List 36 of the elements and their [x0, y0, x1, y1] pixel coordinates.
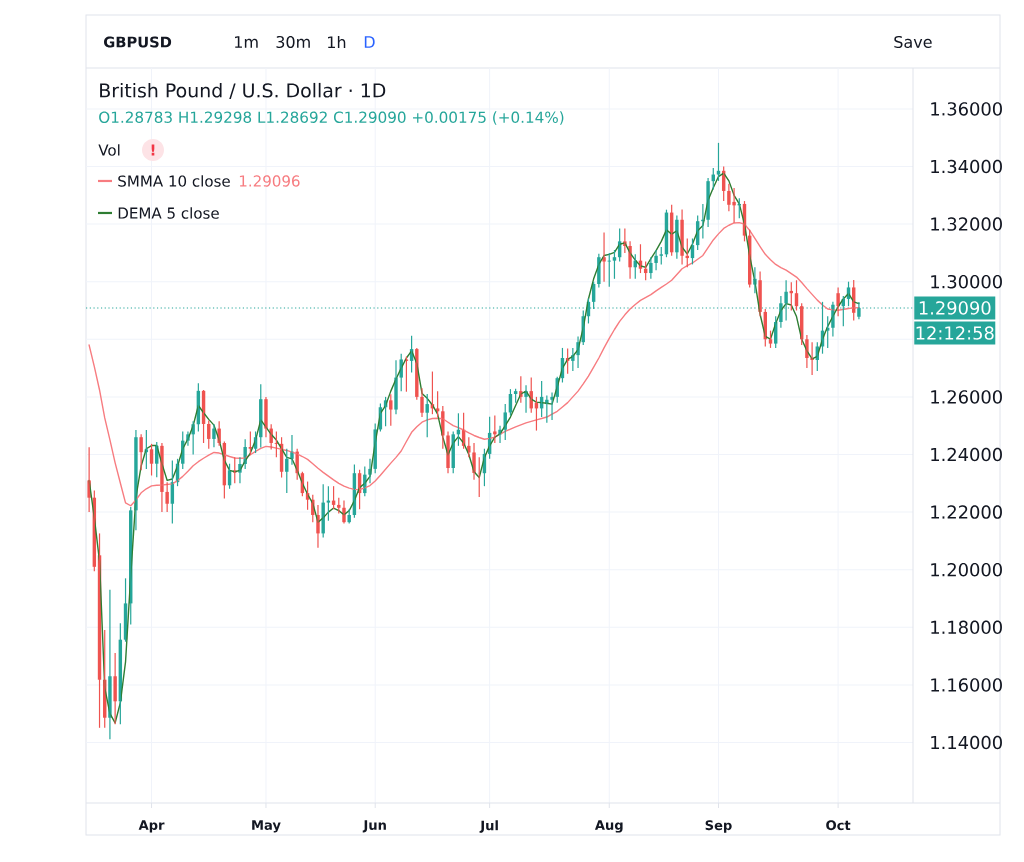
- y-tick-label: 1.22000: [931, 505, 1002, 519]
- ref-line-label: 1.29090: [919, 301, 991, 315]
- text: 1h: [328, 35, 346, 49]
- y-tick-label: 1.36000: [931, 102, 1002, 116]
- x-tick-label: May: [252, 820, 281, 833]
- text: British Pound / U.S. Dollar · 1D: [100, 82, 386, 100]
- y-tick-label: 1.16000: [931, 678, 1002, 692]
- x-tick-label: Oct: [826, 820, 851, 831]
- x-tick-label: Jul: [479, 820, 498, 833]
- y-tick-label: 1.32000: [931, 217, 1002, 231]
- y-tick-label: 1.30000: [931, 274, 1002, 289]
- x-tick-label: Aug: [594, 820, 623, 833]
- text: 30m: [276, 35, 310, 49]
- text: Save: [894, 35, 932, 49]
- x-tick-label: Sep: [705, 820, 732, 833]
- y-tick-label: 1.20000: [931, 562, 1002, 577]
- y-tick-label: 1.34000: [931, 159, 1002, 174]
- y-tick-label: 1.24000: [931, 447, 1002, 462]
- candlestick: [389, 393, 393, 427]
- text: 1m: [235, 36, 258, 48]
- y-tick-label: 1.26000: [931, 390, 1002, 404]
- annotation: Vol: [98, 144, 120, 156]
- x-tick-label: Jun: [362, 820, 386, 833]
- annotation: !: [151, 144, 155, 156]
- candlestick: [493, 415, 497, 444]
- text: O1.28783 H1.29298 L1.28692 C1.29090 +0.00175 (+0.14%): [99, 111, 564, 125]
- text: D: [364, 36, 375, 48]
- x-tick-label: Apr: [138, 820, 165, 833]
- text: 12:12:58: [916, 326, 994, 340]
- y-tick-label: 1.14000: [931, 735, 1002, 750]
- legend-label: DEMA 5 close: [118, 207, 219, 219]
- y-tick-label: 1.18000: [931, 620, 1002, 635]
- legend-label: SMMA 10 close: [118, 175, 230, 187]
- annotation: 1.29096: [239, 175, 300, 187]
- text: GBPUSD: [104, 36, 172, 48]
- candlestick: [425, 393, 429, 438]
